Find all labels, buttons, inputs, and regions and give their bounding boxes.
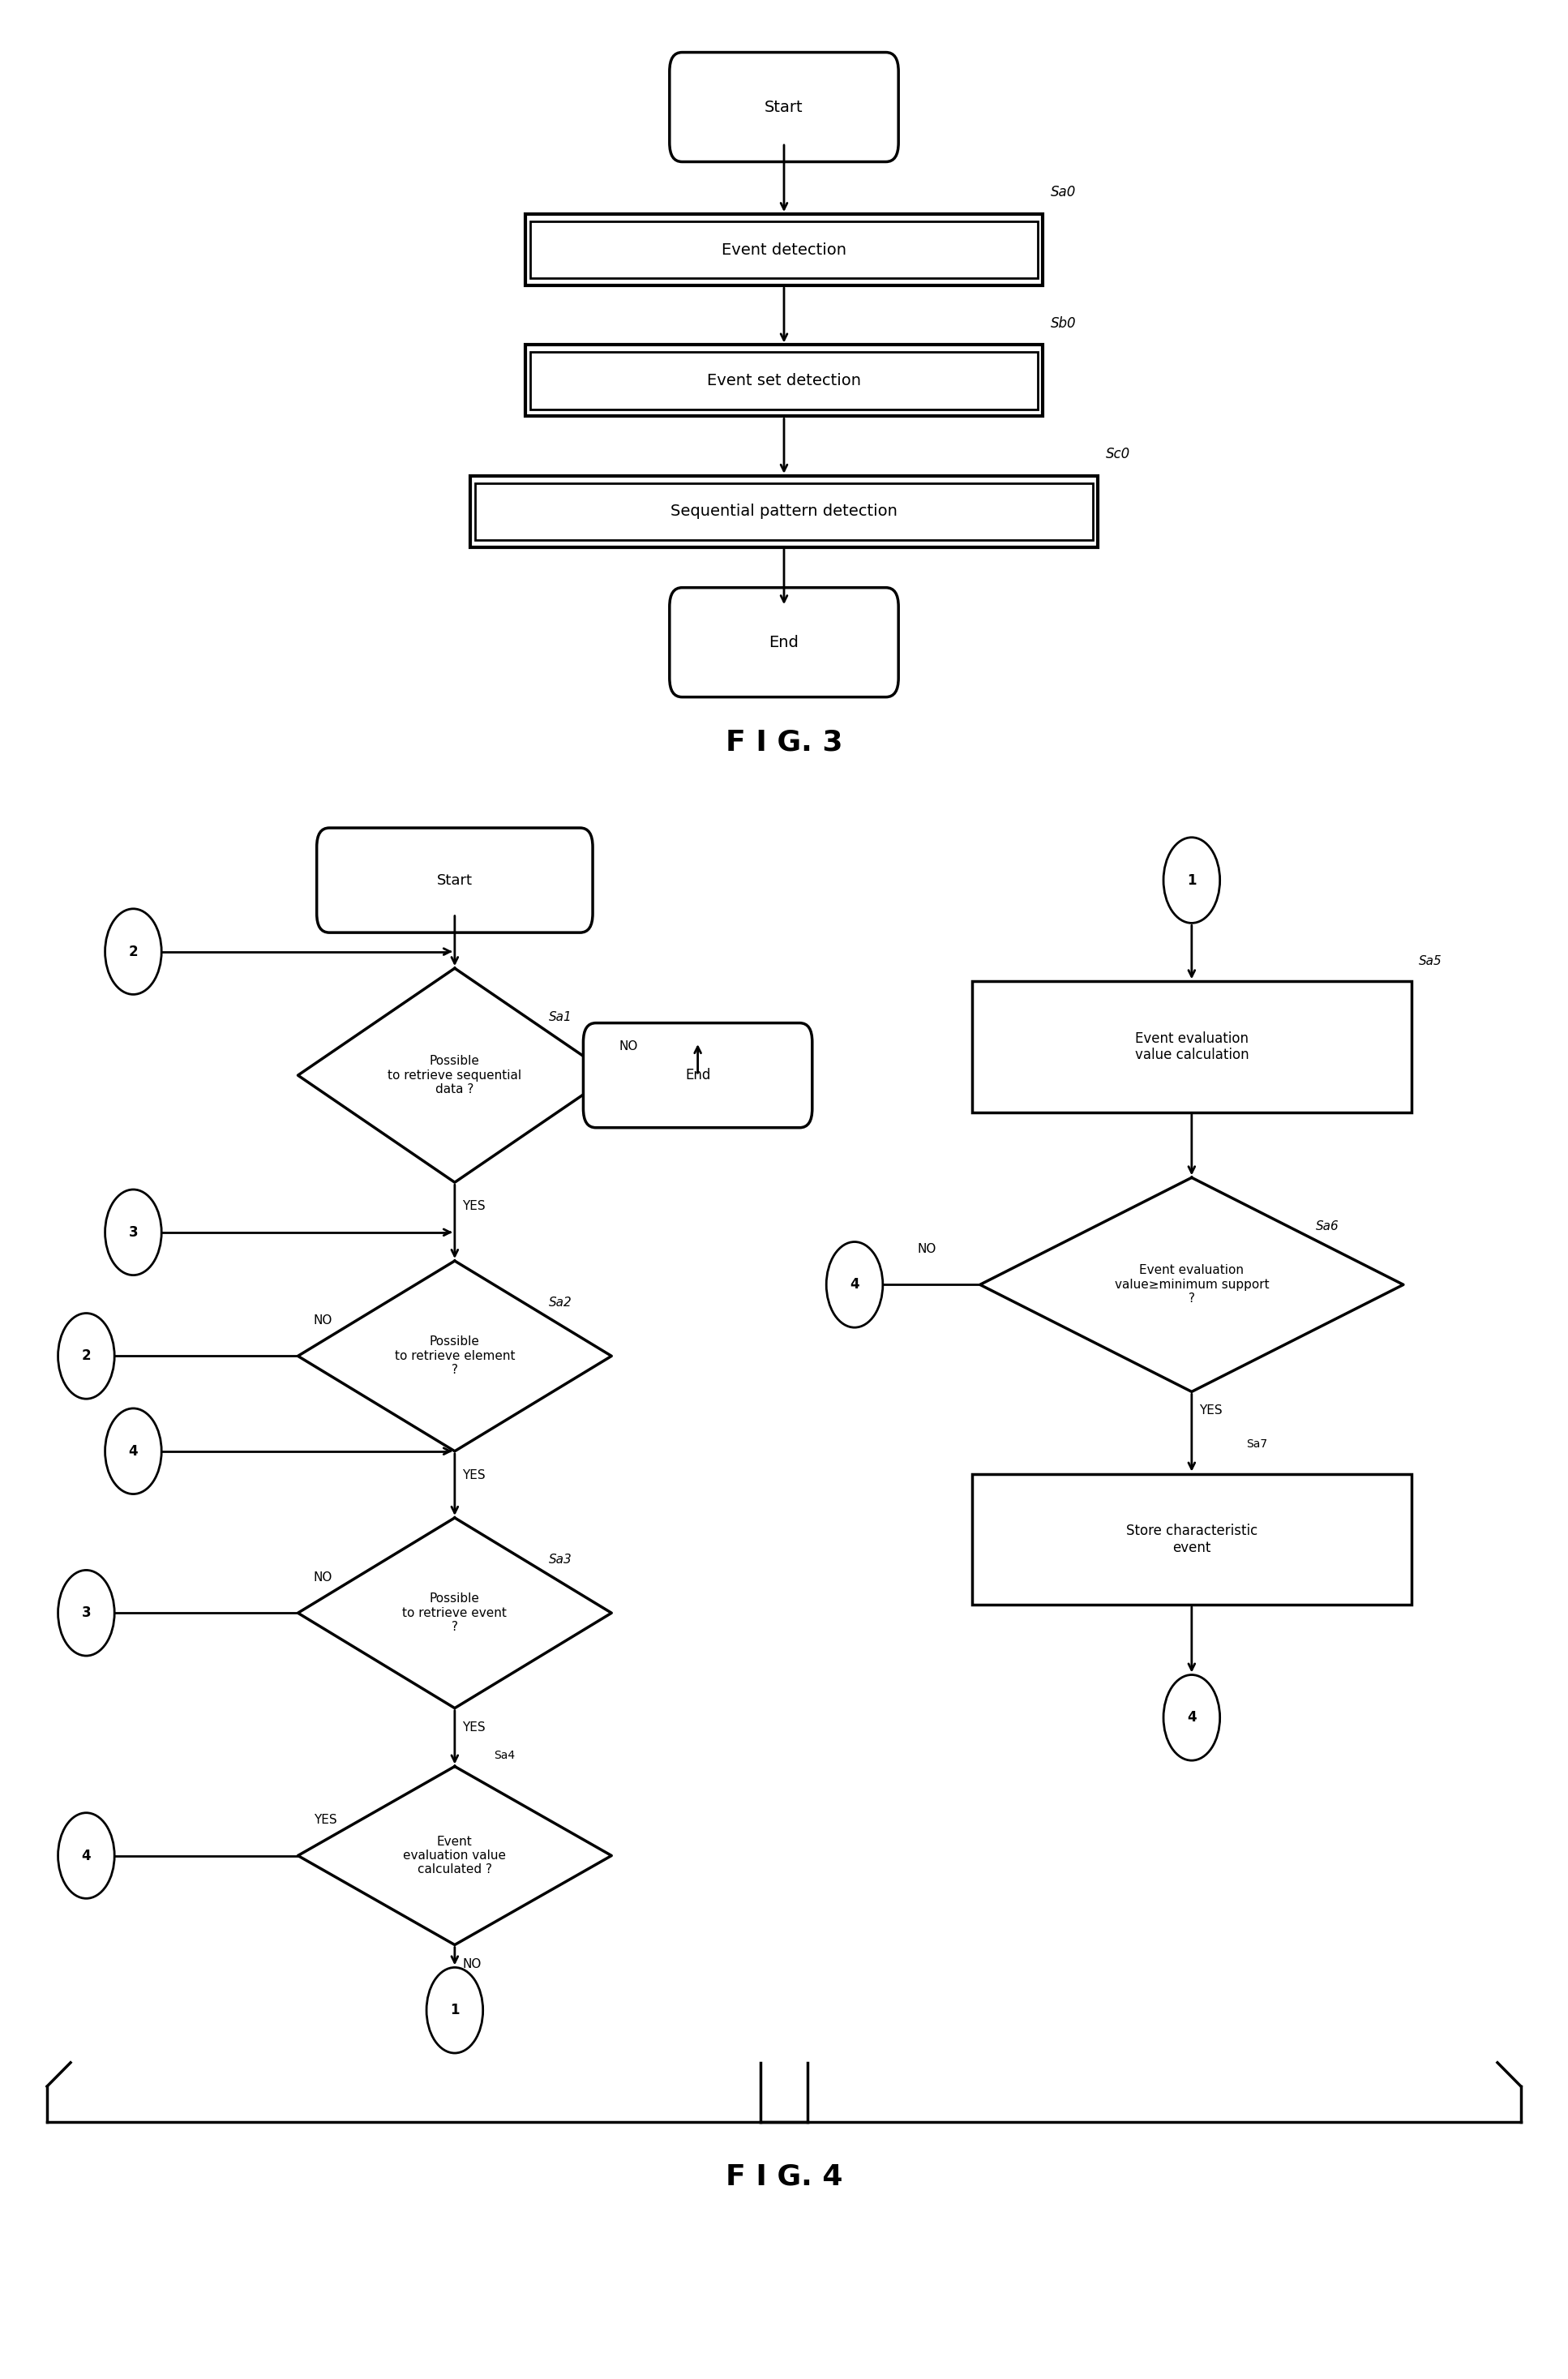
Text: End: End [768,635,800,649]
Circle shape [826,1242,883,1327]
Bar [530,221,1038,278]
Text: Event
evaluation value
calculated ?: Event evaluation value calculated ? [403,1837,506,1875]
Text: 4: 4 [1187,1711,1196,1725]
Polygon shape [980,1178,1403,1392]
Text: YES: YES [463,1720,486,1734]
Text: End: End [685,1068,710,1082]
Polygon shape [298,1518,612,1708]
Bar [525,214,1043,285]
Bar [470,476,1098,547]
Text: Sc0: Sc0 [1105,447,1131,462]
Text: YES: YES [314,1813,337,1827]
Text: Sb0: Sb0 [1051,316,1076,331]
Text: Store characteristic
event: Store characteristic event [1126,1523,1258,1556]
Polygon shape [298,1261,612,1451]
Text: 3: 3 [82,1606,91,1620]
Text: 4: 4 [850,1278,859,1292]
Text: Sequential pattern detection: Sequential pattern detection [671,504,897,519]
Text: Start: Start [765,100,803,114]
Circle shape [58,1570,114,1656]
Text: NO: NO [463,1958,481,1970]
Text: Sa5: Sa5 [1419,954,1443,966]
Text: 1: 1 [1187,873,1196,887]
Text: Sa4: Sa4 [494,1751,516,1760]
Text: Sa6: Sa6 [1316,1220,1339,1232]
Bar [475,483,1093,540]
Text: Event evaluation
value calculation: Event evaluation value calculation [1135,1030,1248,1063]
Bar [525,345,1043,416]
Text: Sa1: Sa1 [549,1011,572,1023]
Text: 4: 4 [82,1848,91,1863]
Text: NO: NO [314,1313,332,1327]
Text: Start: Start [437,873,472,887]
Polygon shape [298,968,612,1182]
Circle shape [426,1967,483,2053]
Text: 3: 3 [129,1225,138,1239]
Circle shape [1163,1675,1220,1760]
Text: Event set detection: Event set detection [707,374,861,388]
Text: 2: 2 [129,944,138,959]
Text: 2: 2 [82,1349,91,1363]
Circle shape [1163,837,1220,923]
Text: Sa3: Sa3 [549,1553,572,1565]
Circle shape [105,1408,162,1494]
Text: F I G. 3: F I G. 3 [726,728,842,757]
Text: YES: YES [463,1199,486,1213]
Text: Possible
to retrieve sequential
data ?: Possible to retrieve sequential data ? [387,1056,522,1094]
Text: YES: YES [463,1468,486,1482]
FancyBboxPatch shape [670,52,898,162]
FancyBboxPatch shape [317,828,593,933]
FancyBboxPatch shape [670,588,898,697]
Text: F I G. 4: F I G. 4 [726,2163,842,2191]
Circle shape [58,1813,114,1898]
Text: Possible
to retrieve event
?: Possible to retrieve event ? [403,1594,506,1632]
Bar [530,352,1038,409]
Text: Sa7: Sa7 [1247,1439,1269,1449]
Text: NO: NO [917,1242,936,1256]
Text: Event detection: Event detection [721,243,847,257]
FancyBboxPatch shape [583,1023,812,1128]
Text: 4: 4 [129,1444,138,1458]
Bar [972,1475,1411,1606]
Text: YES: YES [1200,1404,1223,1418]
Text: NO: NO [314,1570,332,1584]
Text: Sa0: Sa0 [1051,186,1076,200]
Text: Sa2: Sa2 [549,1297,572,1308]
Circle shape [58,1313,114,1399]
Polygon shape [298,1765,612,1946]
Circle shape [105,1190,162,1275]
Text: Possible
to retrieve element
?: Possible to retrieve element ? [395,1337,514,1375]
Bar [972,980,1411,1111]
Text: NO: NO [619,1040,638,1054]
Text: Event evaluation
value≥minimum support
?: Event evaluation value≥minimum support ? [1115,1266,1269,1304]
Text: 1: 1 [450,2003,459,2017]
Circle shape [105,909,162,994]
